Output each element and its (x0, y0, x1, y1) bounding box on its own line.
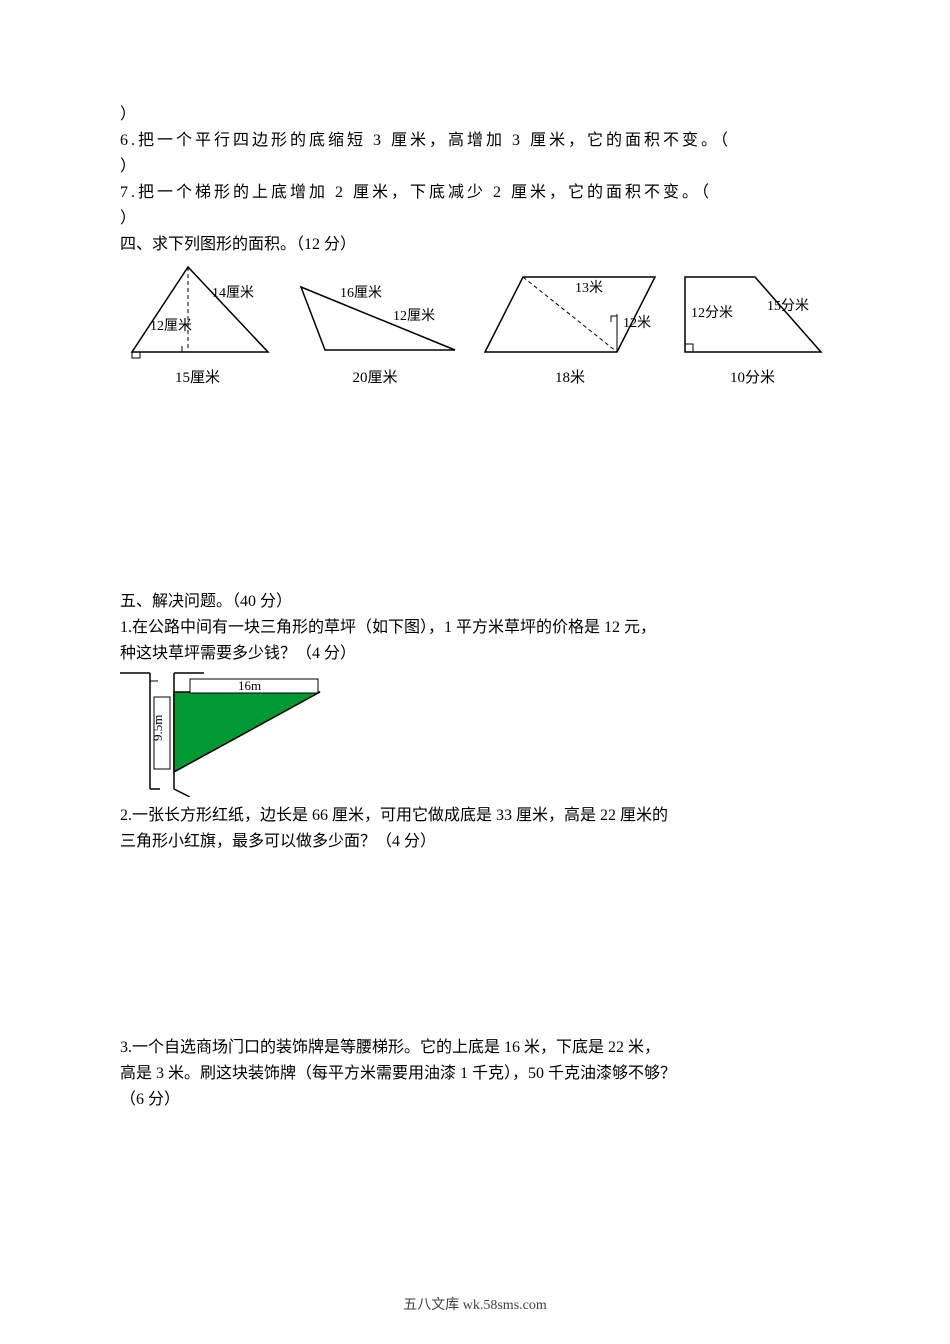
q5-3-line3: （6 分） (120, 1085, 830, 1109)
parallelogram-svg: 13米 12米 (475, 262, 665, 362)
q7-trail: ） (120, 204, 830, 228)
q5-1-figure: 16m 9.5m (120, 667, 830, 797)
q5-2-line1: 2.一张长方形红纸，边长是 66 厘米，可用它做成底是 33 厘米，高是 22 … (120, 801, 830, 825)
figure-3: 13米 12米 18米 (475, 262, 665, 387)
q6-trail: ） (120, 152, 830, 176)
figure-4: 12分米 15分米 10分米 (675, 262, 830, 387)
q5-3-line2: 高是 3 米。刷这块装饰牌（每平方米需要用油漆 1 千克），50 千克油漆够不够… (120, 1059, 830, 1083)
q5-1-line2: 种这块草坪需要多少钱？（4 分） (120, 639, 830, 663)
fig4-bottom: 10分米 (730, 366, 775, 387)
figure-1: 14厘米 12厘米 15厘米 (120, 262, 275, 387)
q5-3-line1: 3.一个自选商场门口的装饰牌是等腰梯形。它的上底是 16 米，下底是 22 米， (120, 1033, 830, 1057)
triangle-1-svg: 14厘米 12厘米 (120, 262, 275, 362)
q5-1-line1: 1.在公路中间有一块三角形的草坪（如下图），1 平方米草坪的价格是 12 元， (120, 613, 830, 637)
fig1-bottom: 15厘米 (175, 366, 220, 387)
q6-text: 6.把一个平行四边形的底缩短 3 厘米，高增加 3 厘米，它的面积不变。（ (120, 126, 830, 150)
footer: 五八文库 wk.58sms.com (0, 1294, 950, 1314)
fig2-bottom: 20厘米 (352, 366, 397, 387)
figure-2: 16厘米 12厘米 20厘米 (285, 262, 465, 387)
fig3-label-13: 13米 (575, 280, 603, 296)
q5-trail: ） (120, 100, 830, 124)
fig2-label-16: 16厘米 (340, 285, 382, 301)
fig3-bottom: 18米 (555, 366, 585, 387)
lawn-triangle-svg: 16m 9.5m (120, 667, 340, 797)
section5-title: 五、解决问题。（40 分） (120, 587, 830, 611)
section4-title: 四、求下列图形的面积。（12 分） (120, 230, 830, 254)
lawn-label-95m: 9.5m (150, 715, 165, 741)
lawn-label-16m: 16m (238, 678, 261, 693)
q5-2-line2: 三角形小红旗，最多可以做多少面？（4 分） (120, 827, 830, 851)
fig2-label-12: 12厘米 (393, 308, 435, 324)
fig4-label-15: 15分米 (767, 298, 809, 314)
triangle-2-svg: 16厘米 12厘米 (285, 262, 465, 362)
fig1-label-12: 12厘米 (150, 318, 192, 334)
fig1-label-14: 14厘米 (212, 285, 254, 301)
figures-row: 14厘米 12厘米 15厘米 16厘米 12厘米 20厘米 13米 12米 18… (120, 262, 830, 387)
fig4-label-12: 12分米 (691, 305, 733, 321)
fig3-label-12: 12米 (623, 315, 651, 331)
trapezoid-svg: 12分米 15分米 (675, 262, 830, 362)
q7-text: 7.把一个梯形的上底增加 2 厘米，下底减少 2 厘米，它的面积不变。（ (120, 178, 830, 202)
